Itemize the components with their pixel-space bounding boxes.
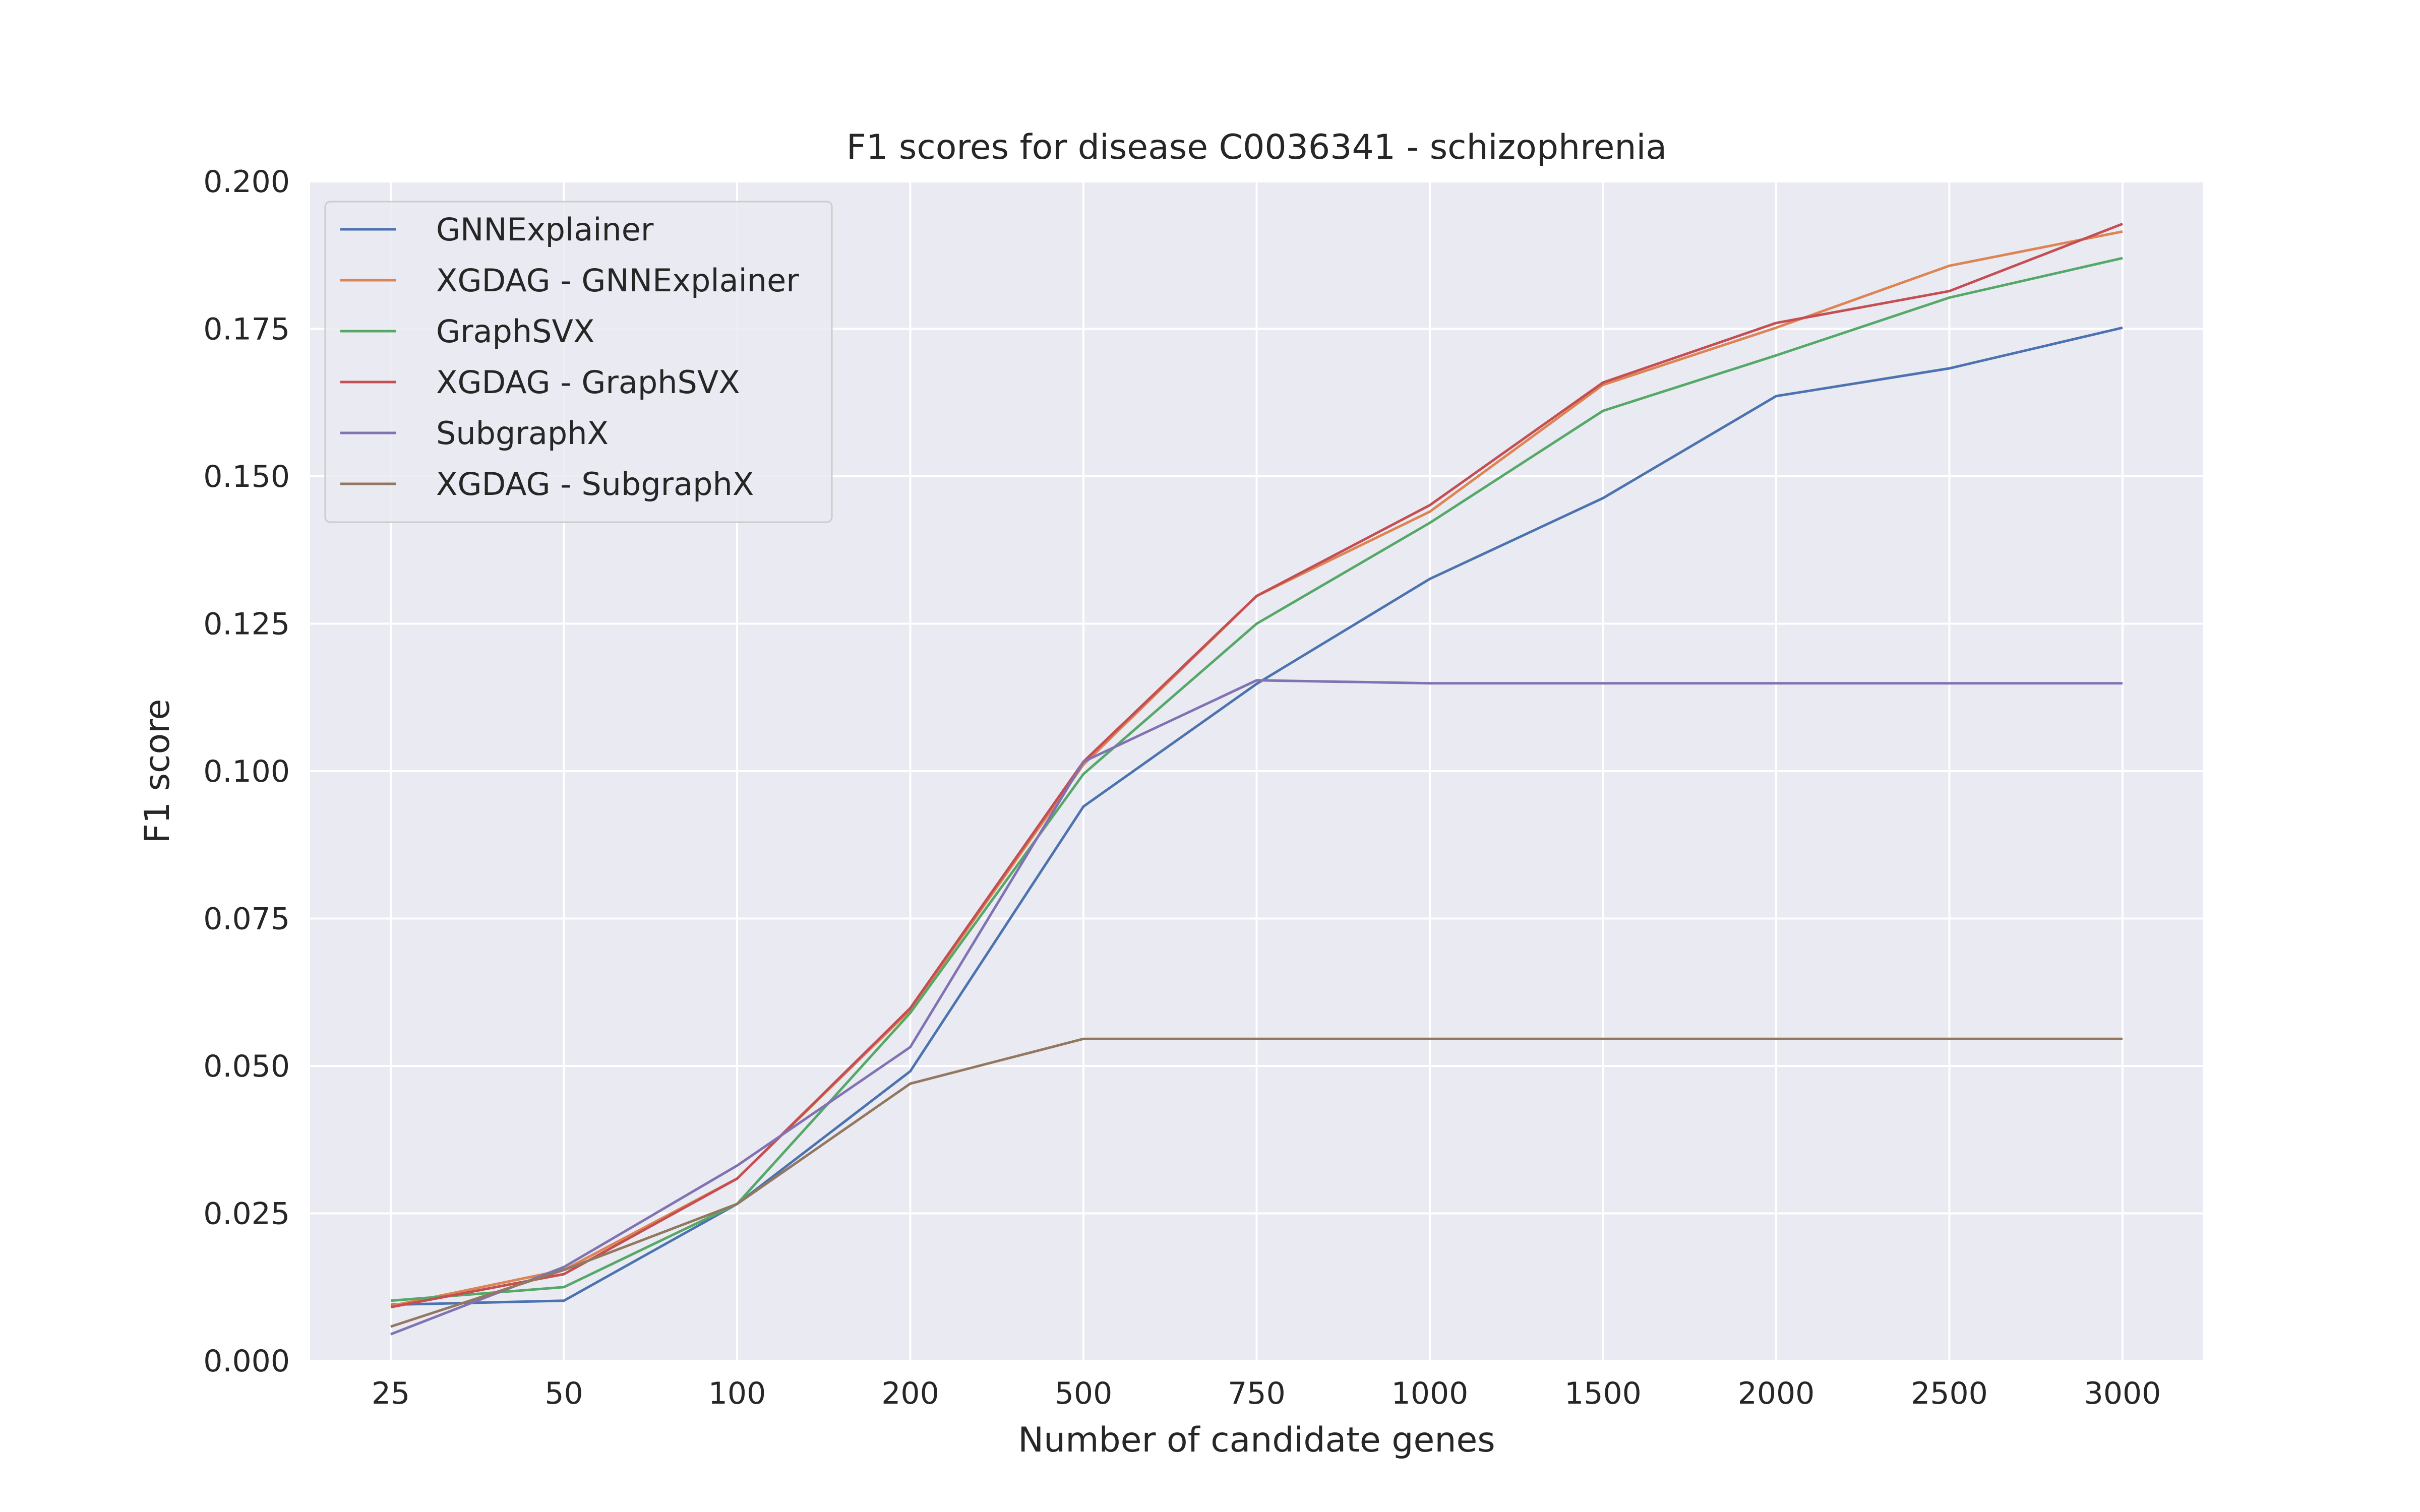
x-tick-label: 1000 (1392, 1376, 1469, 1411)
x-tick-label: 500 (1055, 1376, 1113, 1411)
x-tick-label: 2500 (1911, 1376, 1988, 1411)
x-tick-label: 50 (544, 1376, 583, 1411)
series-lines (390, 222, 2123, 1336)
legend-label: GraphSVX (436, 313, 594, 350)
y-tick-label: 0.100 (203, 754, 290, 789)
x-tick-label: 750 (1228, 1376, 1286, 1411)
y-tick-label: 0.075 (203, 902, 290, 937)
series-line (390, 257, 2123, 1302)
legend-label: SubgraphX (436, 415, 609, 452)
series-line (390, 1037, 2123, 1328)
grid-lines (310, 180, 2203, 1362)
y-tick-label: 0.200 (203, 164, 290, 200)
y-axis-label: F1 score (138, 699, 177, 844)
series-line (390, 222, 2123, 1308)
y-tick-label: 0.025 (203, 1196, 290, 1232)
x-tick-label: 3000 (2084, 1376, 2161, 1411)
y-tick-label: 0.125 (203, 607, 290, 642)
series-line (390, 326, 2123, 1306)
legend-label: XGDAG - GNNExplainer (436, 262, 799, 299)
legend-label: GNNExplainer (436, 211, 654, 248)
series-line (390, 679, 2123, 1336)
x-tick-label: 200 (881, 1376, 939, 1411)
x-tick-label: 25 (372, 1376, 410, 1411)
x-tick-label: 100 (708, 1376, 766, 1411)
x-axis-label: Number of candidate genes (1018, 1420, 1495, 1460)
y-tick-label: 0.050 (203, 1049, 290, 1084)
y-tick-label: 0.175 (203, 312, 290, 347)
legend-label: XGDAG - GraphSVX (436, 364, 740, 401)
chart-title: F1 scores for disease C0036341 - schizop… (846, 128, 1667, 167)
y-axis-ticks: 0.000 0.025 0.050 0.075 0.100 0.125 0.150 0.175… (203, 164, 290, 1379)
y-tick-label: 0.150 (203, 459, 290, 494)
x-tick-label: 1500 (1564, 1376, 1642, 1411)
legend-label: XGDAG - SubgraphX (436, 466, 754, 502)
legend-box (324, 201, 833, 523)
y-tick-label: 0.000 (203, 1344, 290, 1379)
x-axis-ticks: 25 50 100 200 500 750 1000 1500 2000 2500 3000 (372, 1376, 2161, 1411)
legend: GNNExplainer XGDAG - GNNExplainer GraphSVX… (324, 201, 833, 523)
x-tick-label: 2000 (1738, 1376, 1815, 1411)
